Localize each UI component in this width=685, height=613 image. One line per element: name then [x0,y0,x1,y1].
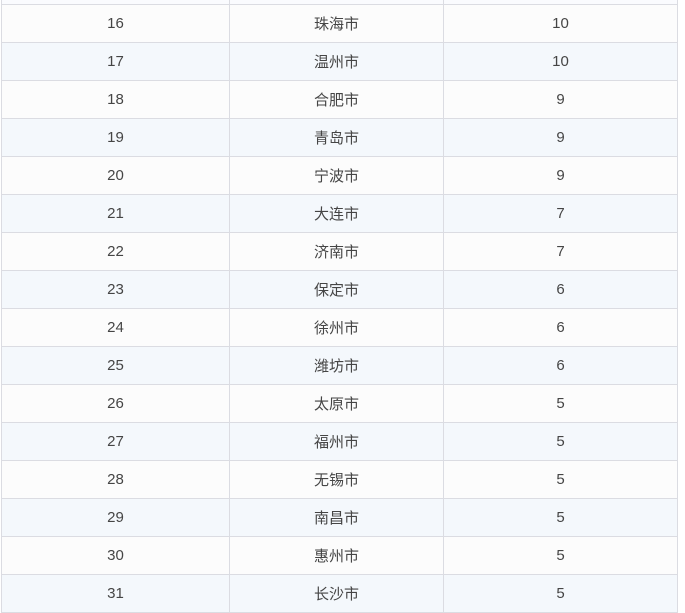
rank-cell: 16 [2,5,230,42]
city-cell: 太原市 [230,385,444,422]
table-row: 30 惠州市 5 [2,537,677,575]
rank-cell: 21 [2,195,230,232]
rank-cell: 17 [2,43,230,80]
city-cell: 珠海市 [230,5,444,42]
city-cell: 徐州市 [230,309,444,346]
rank-cell: 31 [2,575,230,612]
table-row: 18 合肥市 9 [2,81,677,119]
city-cell: 南昌市 [230,499,444,536]
rank-cell: 20 [2,157,230,194]
rank-cell: 28 [2,461,230,498]
count-cell: 5 [556,395,565,412]
rank-cell: 30 [2,537,230,574]
count-cell: 6 [556,281,565,298]
rank-cell: 19 [2,119,230,156]
partial-rank-cell [2,0,230,4]
count-cell: 7 [556,205,565,222]
partial-row-top [2,0,677,5]
table-row: 22 济南市 7 [2,233,677,271]
city-cell: 福州市 [230,423,444,460]
city-cell: 青岛市 [230,119,444,156]
count-cell: 6 [556,319,565,336]
table-row: 31 长沙市 5 [2,575,677,613]
count-cell: 5 [556,585,565,602]
rank-cell: 27 [2,423,230,460]
count-cell: 10 [552,53,569,70]
partial-count-cell [444,0,677,4]
city-cell: 大连市 [230,195,444,232]
rank-cell: 25 [2,347,230,384]
rank-cell: 24 [2,309,230,346]
table-row: 23 保定市 6 [2,271,677,309]
count-cell: 5 [556,433,565,450]
table-row: 17 温州市 10 [2,43,677,81]
city-cell: 保定市 [230,271,444,308]
table-row: 27 福州市 5 [2,423,677,461]
table-body: 16 珠海市 10 17 温州市 10 18 合肥市 9 19 青岛市 9 20… [2,5,677,613]
rank-cell: 23 [2,271,230,308]
table-row: 28 无锡市 5 [2,461,677,499]
count-cell: 5 [556,509,565,526]
count-cell: 5 [556,547,565,564]
table-row: 26 太原市 5 [2,385,677,423]
table-row: 29 南昌市 5 [2,499,677,537]
count-cell: 9 [556,129,565,146]
city-cell: 惠州市 [230,537,444,574]
table-row: 19 青岛市 9 [2,119,677,157]
city-cell: 温州市 [230,43,444,80]
count-cell: 9 [556,91,565,108]
rank-cell: 29 [2,499,230,536]
count-cell: 10 [552,15,569,32]
rank-cell: 18 [2,81,230,118]
table-row: 25 潍坊市 6 [2,347,677,385]
count-cell: 6 [556,357,565,374]
rank-cell: 26 [2,385,230,422]
city-cell: 长沙市 [230,575,444,612]
city-cell: 合肥市 [230,81,444,118]
city-cell: 潍坊市 [230,347,444,384]
table-row: 21 大连市 7 [2,195,677,233]
city-cell: 无锡市 [230,461,444,498]
table-row: 24 徐州市 6 [2,309,677,347]
partial-city-cell [230,0,444,4]
rank-cell: 22 [2,233,230,270]
city-cell: 宁波市 [230,157,444,194]
count-cell: 7 [556,243,565,260]
count-cell: 5 [556,471,565,488]
city-cell: 济南市 [230,233,444,270]
count-cell: 9 [556,167,565,184]
table-row: 16 珠海市 10 [2,5,677,43]
table-row: 20 宁波市 9 [2,157,677,195]
